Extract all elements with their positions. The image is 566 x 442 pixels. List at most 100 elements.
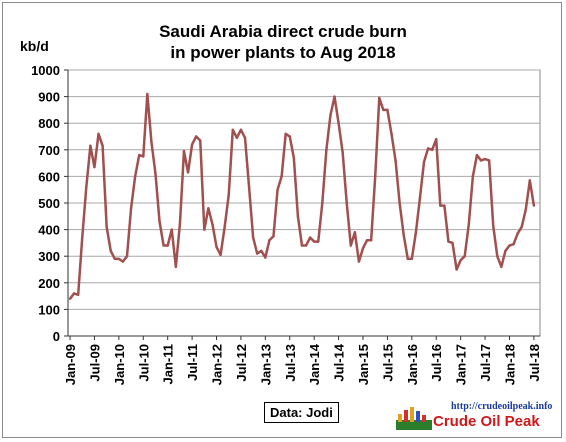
data-point [288, 135, 291, 138]
data-point [170, 228, 173, 231]
y-tick-label: 200 [38, 276, 60, 291]
data-point [150, 140, 153, 144]
data-point [300, 244, 304, 247]
y-tick-label: 300 [38, 249, 60, 264]
data-point [154, 172, 157, 175]
y-tick-label: 100 [38, 302, 60, 317]
data-point [430, 148, 434, 151]
data-point [435, 137, 438, 141]
data-point [496, 255, 499, 258]
x-tick-label: Jul-10 [136, 344, 151, 382]
data-point [203, 228, 206, 231]
data-point [105, 225, 108, 229]
data-point [398, 201, 401, 205]
x-tick-label: Jul-11 [185, 344, 200, 381]
x-tick-label: Jul-13 [283, 344, 298, 382]
data-point [479, 159, 483, 162]
data-point [129, 207, 133, 210]
data-point [194, 135, 198, 138]
logo-name-text: Crude Oil Peak [433, 413, 540, 430]
x-tick-label: Jan-09 [63, 344, 78, 385]
data-point [325, 148, 328, 151]
data-point [532, 204, 536, 207]
data-point [109, 249, 112, 253]
data-point [418, 196, 422, 199]
data-point [500, 265, 503, 269]
data-point [467, 223, 470, 226]
data-point [101, 144, 104, 148]
data-point [215, 245, 218, 249]
chart-title-line-2: in power plants to Aug 2018 [170, 43, 396, 62]
data-point [276, 188, 279, 191]
data-point [487, 159, 491, 162]
x-tick-label: Jan-15 [356, 344, 371, 385]
data-point [386, 108, 389, 112]
data-point [256, 252, 259, 255]
data-point [166, 244, 169, 247]
data-point [268, 239, 271, 242]
data-point [341, 151, 344, 154]
data-point [125, 255, 129, 258]
data-point [292, 156, 296, 159]
chart-title-line-1: Saudi Arabia direct crude burn [159, 22, 407, 41]
data-point [524, 208, 527, 211]
data-point [402, 233, 405, 237]
y-tick-label: 1000 [31, 63, 60, 78]
data-point [406, 257, 409, 261]
chart-frame [2, 2, 562, 438]
data-point [243, 136, 247, 140]
x-tick-label: Jul-09 [87, 344, 102, 382]
data-point [182, 149, 186, 153]
data-point [492, 224, 495, 227]
data-point [121, 260, 125, 263]
x-tick-label: Jan-12 [210, 344, 225, 385]
data-point [227, 193, 230, 197]
data-point [333, 95, 336, 98]
data-point [382, 108, 385, 112]
x-tick-label: Jan-13 [258, 344, 273, 385]
data-point [89, 144, 92, 148]
data-point [439, 204, 442, 207]
logo-icon [396, 407, 432, 430]
x-tick-label: Jul-17 [478, 344, 493, 382]
data-point [353, 231, 357, 234]
x-tick-label: Jan-14 [307, 343, 322, 385]
data-point [72, 292, 76, 295]
data-point [337, 122, 340, 125]
data-point [133, 175, 137, 178]
data-point [512, 243, 515, 246]
data-point [142, 155, 145, 158]
x-tick-label: Jul-15 [380, 344, 395, 382]
data-point [138, 153, 141, 157]
data-point [264, 256, 267, 259]
data-point [199, 139, 202, 142]
data-point [304, 244, 308, 247]
data-point [369, 239, 373, 242]
data-point [483, 157, 487, 161]
data-point [345, 201, 348, 205]
data-point [410, 257, 414, 261]
data-point [174, 265, 178, 269]
y-tick-label: 500 [38, 196, 60, 211]
y-tick-label: 600 [38, 169, 60, 184]
data-point [422, 160, 426, 163]
data-point [520, 225, 523, 229]
data-point [394, 159, 397, 162]
y-tick-label: 400 [38, 223, 60, 238]
data-point [426, 147, 430, 150]
data-point [321, 201, 324, 205]
x-tick-label: Jul-12 [234, 344, 249, 382]
data-point [504, 249, 507, 253]
x-tick-label: Jan-17 [454, 344, 469, 385]
data-point [463, 255, 466, 258]
x-tick-label: Jan-16 [405, 344, 420, 385]
data-point [219, 253, 222, 257]
data-point [528, 179, 532, 182]
data-point [308, 236, 312, 239]
data-point [471, 175, 475, 178]
data-point [443, 204, 446, 207]
data-point [378, 96, 381, 100]
data-point [272, 235, 275, 238]
y-tick-label: 900 [38, 90, 60, 105]
data-point [113, 257, 116, 261]
